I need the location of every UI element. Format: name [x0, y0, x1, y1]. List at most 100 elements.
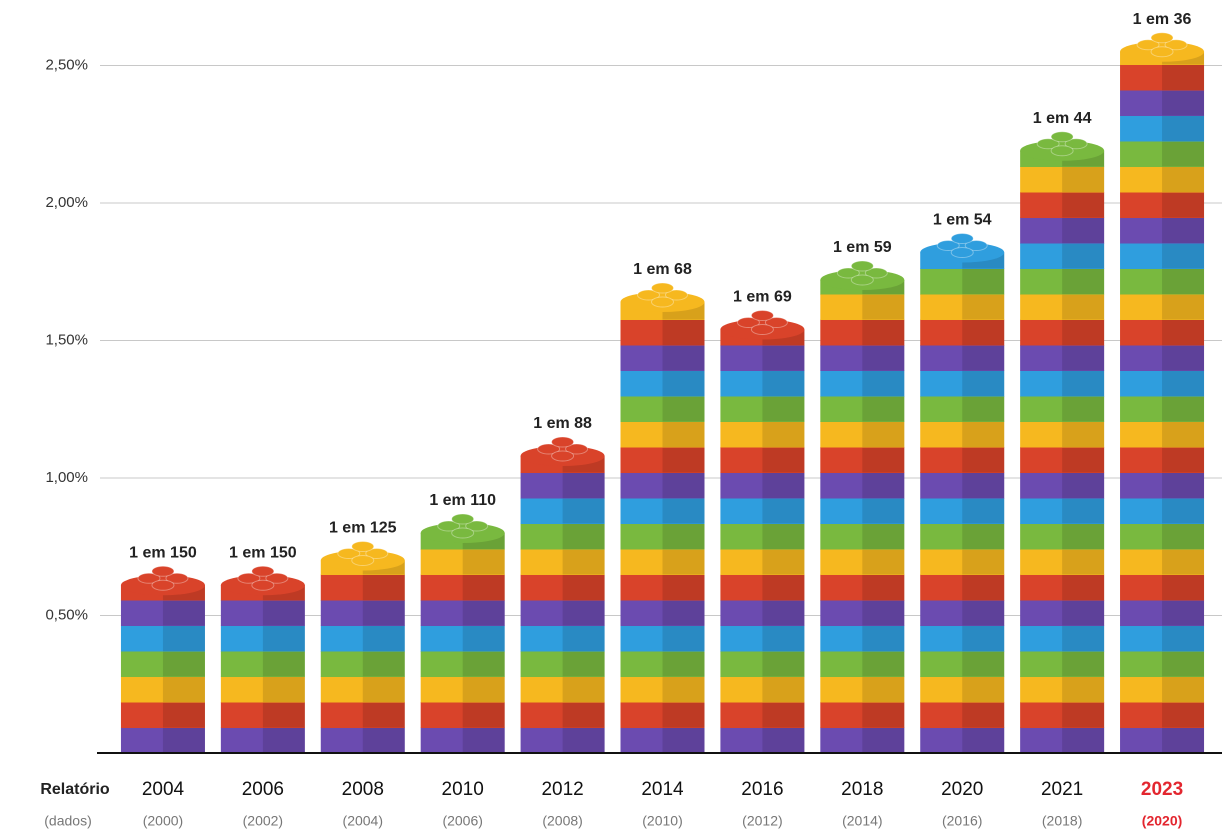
brick-shade	[462, 702, 505, 728]
brick-layer	[220, 727, 305, 754]
brick-shade	[1162, 574, 1205, 600]
brick-layer	[420, 549, 505, 575]
brick-layer	[620, 523, 705, 550]
brick-layer	[320, 651, 405, 677]
brick-layer	[620, 370, 705, 397]
brick-shade	[762, 447, 805, 473]
brick-stud	[351, 555, 375, 566]
brick-shade	[162, 676, 205, 702]
brick-stud	[251, 579, 275, 591]
brick-layer	[1120, 447, 1205, 473]
brick-shade	[962, 447, 1005, 473]
brick-shade	[962, 651, 1005, 677]
brick-layer	[1120, 727, 1205, 754]
brick-layer	[320, 600, 405, 626]
brick-stud	[836, 267, 860, 279]
brick-shade	[962, 625, 1005, 651]
brick-shade	[1062, 243, 1105, 269]
bar-stack	[1120, 32, 1205, 754]
data-label: 1 em 54	[933, 212, 992, 229]
brick-shade	[862, 447, 905, 473]
brick-shade	[762, 651, 805, 677]
brick-shade	[1162, 702, 1205, 728]
brick-shade	[562, 549, 605, 575]
brick-layer	[520, 727, 605, 754]
brick-layer	[520, 600, 605, 626]
brick-shade	[962, 702, 1005, 728]
brick-shade	[862, 702, 905, 728]
brick-shade	[1062, 166, 1105, 192]
brick-layer	[1120, 498, 1205, 524]
brick-shade	[1062, 396, 1105, 422]
brick-layer	[1020, 345, 1105, 371]
bar-stack	[120, 565, 205, 754]
x-tick-label: 2018	[841, 779, 883, 800]
brick-layer	[720, 396, 805, 422]
brick-shade	[762, 523, 805, 549]
brick-stud	[551, 450, 575, 462]
brick-shade	[1162, 523, 1205, 549]
bar-stack	[620, 282, 705, 754]
brick-shade	[162, 600, 205, 626]
brick-layer	[1020, 192, 1105, 218]
brick-stud	[764, 317, 788, 328]
brick-shade	[662, 345, 705, 371]
brick-layer	[220, 702, 305, 728]
brick-layer	[1120, 268, 1205, 295]
brick-layer	[420, 574, 505, 601]
brick-shade	[862, 600, 905, 626]
brick-layer	[520, 651, 605, 677]
brick-layer	[1120, 396, 1205, 422]
brick-shade	[162, 702, 205, 728]
brick-layer	[1020, 447, 1105, 473]
bar-stack	[520, 436, 605, 754]
brick-shade	[662, 651, 705, 677]
brick-layer	[1120, 549, 1205, 575]
brick-layer	[420, 702, 505, 728]
brick-layer	[1020, 421, 1105, 448]
brick-layer	[820, 702, 905, 728]
brick-layer	[920, 396, 1005, 422]
y-tick-label: 0,50%	[45, 606, 88, 623]
brick-layer	[620, 345, 705, 371]
brick-shade	[662, 472, 705, 498]
brick-layer	[920, 472, 1005, 499]
brick-layer	[820, 600, 905, 626]
brick-shade	[1062, 625, 1105, 651]
brick-layer	[320, 574, 405, 601]
brick-shade	[662, 396, 705, 422]
brick-layer	[720, 625, 805, 652]
brick-layer	[120, 625, 205, 652]
brick-shade	[162, 727, 205, 753]
brick-shade	[862, 574, 905, 600]
brick-shade	[1162, 396, 1205, 422]
brick-layer	[1120, 600, 1205, 626]
brick-shade	[1162, 166, 1205, 192]
brick-stud	[437, 520, 461, 532]
brick-layer	[920, 625, 1005, 652]
brick-stud	[237, 572, 261, 584]
brick-shade	[1162, 294, 1205, 320]
brick-layer	[320, 727, 405, 754]
brick-stud	[451, 527, 475, 539]
brick-layer	[1020, 651, 1105, 677]
brick-shade	[962, 319, 1005, 345]
brick-stud	[351, 541, 375, 552]
brick-shade	[1062, 268, 1105, 294]
brick-layer	[920, 727, 1005, 754]
brick-shade	[1062, 421, 1105, 447]
brick-stud	[950, 233, 974, 244]
brick-layer	[820, 676, 905, 703]
brick-layer	[1020, 625, 1105, 652]
brick-shade	[862, 421, 905, 447]
brick-layer	[1020, 294, 1105, 320]
data-label: 1 em 110	[429, 492, 496, 509]
brick-shade	[762, 396, 805, 422]
brick-shade	[962, 727, 1005, 753]
brick-shade	[862, 676, 905, 702]
brick-layer	[720, 676, 805, 703]
brick-shade	[1062, 549, 1105, 575]
brick-stud	[1164, 39, 1188, 51]
data-label: 1 em 125	[329, 520, 397, 537]
brick-shade	[762, 600, 805, 626]
